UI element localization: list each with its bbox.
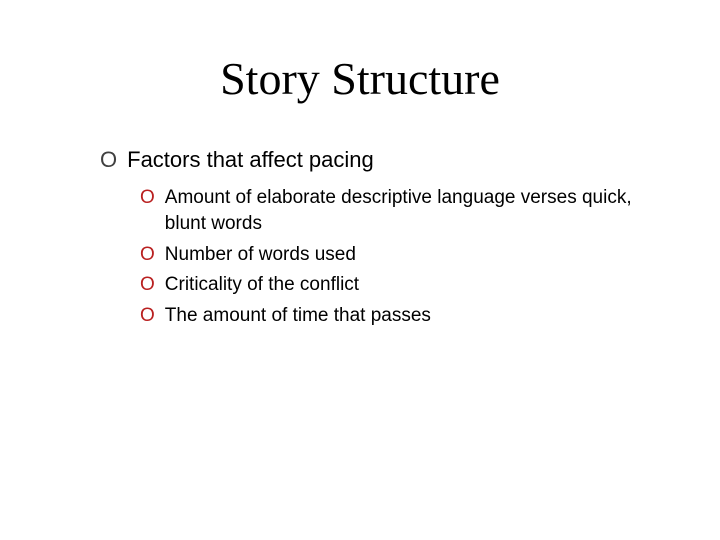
sub-list: O Amount of elaborate descriptive langua… (100, 185, 640, 330)
list-item: O Number of words used (140, 242, 640, 269)
list-item: O Amount of elaborate descriptive langua… (140, 185, 640, 238)
bullet-marker-icon: O (140, 242, 155, 269)
list-item: O Factors that affect pacing (100, 145, 640, 175)
list-item-text: Amount of elaborate descriptive language… (165, 185, 640, 238)
list-item: O Criticality of the conflict (140, 272, 640, 299)
bullet-marker-icon: O (100, 145, 117, 175)
list-item: O The amount of time that passes (140, 303, 640, 330)
slide: Story Structure O Factors that affect pa… (0, 0, 720, 540)
slide-title: Story Structure (0, 0, 720, 145)
list-item-text: Factors that affect pacing (127, 145, 374, 175)
list-item-text: The amount of time that passes (165, 303, 431, 330)
list-item-text: Criticality of the conflict (165, 272, 359, 299)
bullet-marker-icon: O (140, 185, 155, 212)
bullet-marker-icon: O (140, 272, 155, 299)
bullet-marker-icon: O (140, 303, 155, 330)
slide-content: O Factors that affect pacing O Amount of… (0, 145, 720, 330)
list-item-text: Number of words used (165, 242, 356, 269)
